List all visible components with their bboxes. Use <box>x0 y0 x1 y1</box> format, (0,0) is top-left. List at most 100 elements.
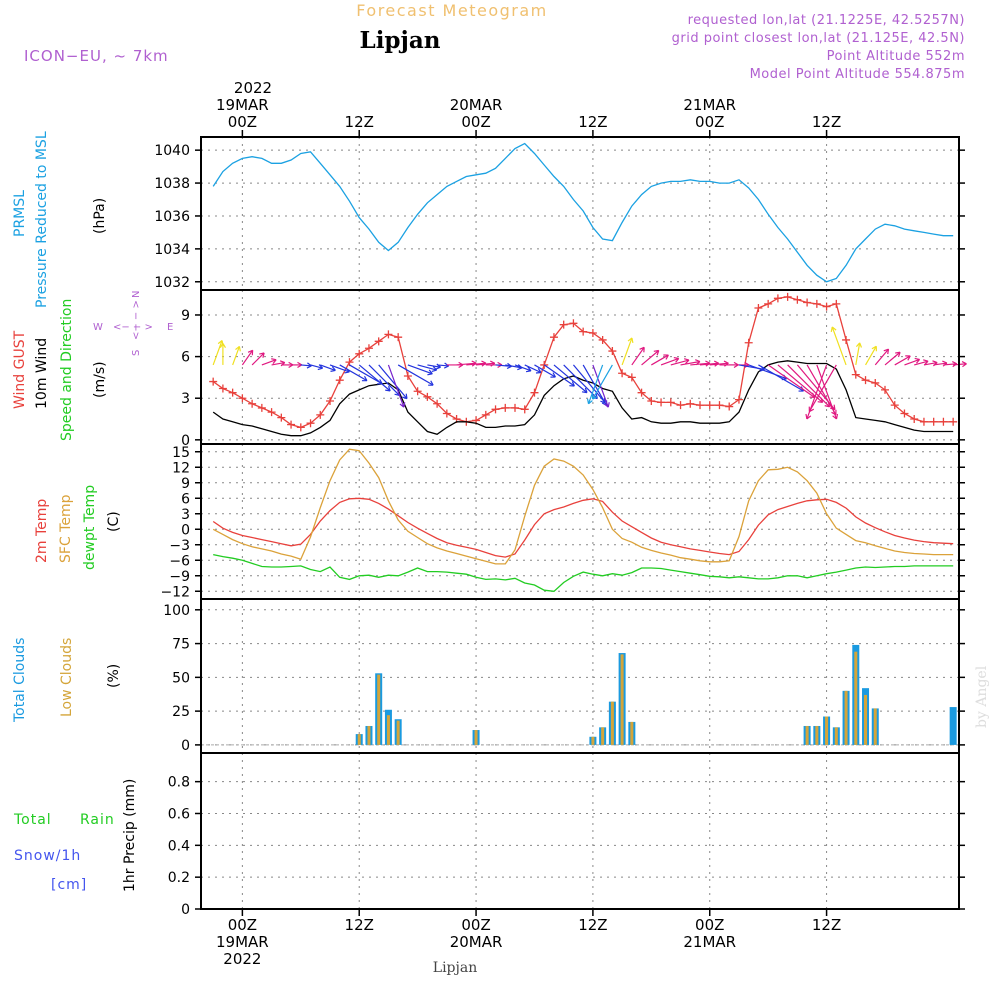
gust-marker <box>394 333 403 342</box>
bar-low-cloud <box>367 725 371 745</box>
y-tick-label: 25 <box>172 704 190 720</box>
credit: by Angel <box>974 665 990 728</box>
wind-arrow <box>534 364 556 378</box>
wind-arrow-head <box>535 368 542 374</box>
gust-marker <box>842 335 851 344</box>
wind-arrow <box>251 352 265 366</box>
wind-arrow-head <box>808 406 815 413</box>
wind-arrow-head <box>361 375 368 382</box>
y-tick-label: 0 <box>181 522 190 538</box>
y-tick-label: 0 <box>181 738 190 754</box>
wind-arrow-head <box>591 394 598 400</box>
wind-arrow <box>349 364 383 385</box>
wind-arrow-head <box>914 357 921 364</box>
wind-arrow <box>407 364 433 375</box>
y-tick-label: 6 <box>181 350 190 366</box>
wind-arrow-head <box>871 345 877 352</box>
temp-labels: 2m Temp SFC Temp dewpt Temp (C) <box>34 485 122 570</box>
bar-low-cloud <box>815 725 819 745</box>
gust-marker <box>754 304 763 313</box>
gust-marker <box>657 398 666 407</box>
gust-marker <box>666 398 675 407</box>
gust-marker <box>919 417 928 426</box>
compass-w: W <box>93 322 103 333</box>
gust-marker <box>608 347 617 356</box>
bottom-time-label: 2022 <box>223 950 261 968</box>
wind-arrow-head <box>330 366 336 372</box>
gust-marker <box>384 330 393 339</box>
temp-2m-label: 2m Temp <box>34 499 50 563</box>
wind-arrow-head <box>247 349 254 356</box>
gust-marker <box>277 413 286 422</box>
bar-low-cloud <box>620 654 624 745</box>
wind-arrow-head <box>219 343 226 349</box>
requested-lonlat: requested lon,lat (21.1225E, 42.5257N) <box>688 13 965 28</box>
footer-location: Lipjan <box>433 960 477 976</box>
wind-arrow <box>339 364 368 382</box>
wind-arrow <box>787 364 830 408</box>
compass-e: E <box>167 322 173 333</box>
y-tick-label: 0.2 <box>168 870 190 886</box>
wind-arrow <box>943 363 957 366</box>
wind-labels: Wind GUST 10m Wind Speed and Direction (… <box>12 291 173 441</box>
gust-marker <box>929 417 938 426</box>
gust-marker <box>881 385 890 394</box>
precip-labels: Total Rain Snow/1h [cm] 1hr Precip (mm) <box>13 779 138 893</box>
wind-arrow-head <box>895 351 901 358</box>
gust-marker <box>637 388 646 397</box>
wind-arrow <box>894 355 911 366</box>
bar-total-cloud <box>949 707 957 745</box>
gust-marker <box>374 337 383 346</box>
pressure-labels: PRMSL Pressure Reduced to MSL (hPa) <box>12 131 108 308</box>
wind-arrow <box>543 364 575 387</box>
y-tick-label: 6 <box>181 491 190 507</box>
gust-marker <box>520 405 529 414</box>
wind-arrow-head <box>317 364 324 371</box>
series-gust <box>212 296 954 429</box>
y-tick-label: 9 <box>181 476 190 492</box>
bar-low-cloud <box>873 708 877 745</box>
bottom-time-label: 00Z <box>695 916 724 934</box>
panels: 103210341036103810400369−12−9−6−30369121… <box>154 136 967 918</box>
wind-arrow <box>378 364 408 400</box>
gust-marker <box>705 401 714 410</box>
wind-arrow-head <box>627 337 634 343</box>
wind-arrow <box>368 364 400 396</box>
total-clouds-label: Total Clouds <box>12 638 28 723</box>
bar-low-cloud <box>610 701 614 745</box>
bar-low-cloud <box>630 721 634 745</box>
wind-arrow <box>329 364 350 373</box>
top-time-label: 00Z <box>228 113 257 131</box>
bar-low-cloud <box>854 651 858 745</box>
wind-arrow-head <box>855 342 863 348</box>
y-tick-label: 1034 <box>154 242 190 258</box>
gust-marker <box>326 396 335 405</box>
y-tick-label: 100 <box>163 603 190 619</box>
wind-arrow <box>631 346 645 366</box>
wind-arrow <box>417 364 437 371</box>
gust-marker <box>501 403 510 412</box>
wind-arrow <box>524 364 542 374</box>
bar-low-cloud <box>591 736 595 745</box>
wind-arrow <box>572 364 606 404</box>
compass-s: S <box>131 350 142 356</box>
y-tick-label: 3 <box>181 507 190 523</box>
gust-marker <box>569 319 578 328</box>
y-tick-label: −3 <box>169 538 190 554</box>
gust-marker <box>530 388 539 397</box>
y-tick-label: 3 <box>181 391 190 407</box>
y-tick-label: 0 <box>181 433 190 449</box>
wind-arrow-head <box>603 402 610 408</box>
wind-arrow <box>505 364 523 369</box>
y-tick-label: 9 <box>181 308 190 324</box>
gust-marker <box>696 401 705 410</box>
bottom-time-label: 19MAR <box>216 933 269 951</box>
gust-marker <box>345 358 354 367</box>
series-PRMSL <box>212 142 954 283</box>
series-2m <box>212 497 954 558</box>
temp-sfc-label: SFC Temp <box>58 494 74 563</box>
wind-arrow <box>397 364 434 386</box>
top-time-label: 00Z <box>461 113 490 131</box>
